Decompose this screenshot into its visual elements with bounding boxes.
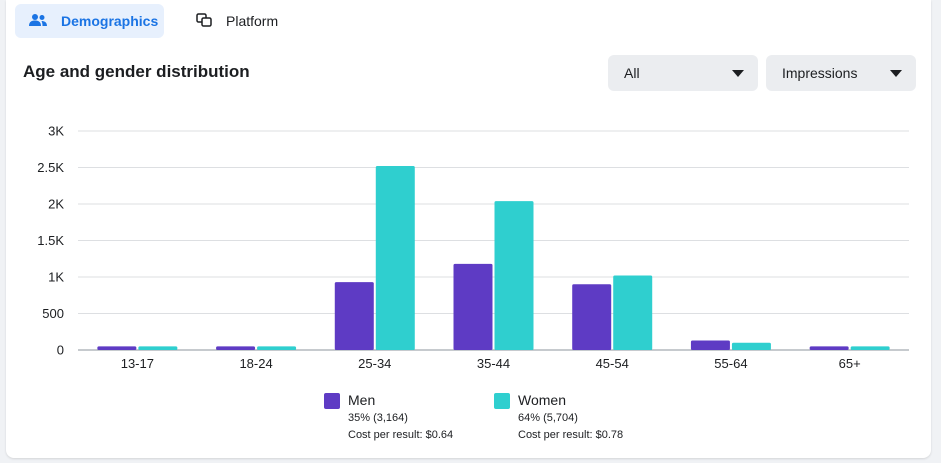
bar-women-45-54 — [613, 275, 653, 350]
tab-demographics-label: Demographics — [61, 13, 159, 29]
metric-dropdown-value: Impressions — [782, 65, 858, 81]
x-tick-label: 35-44 — [477, 356, 510, 371]
bar-men-13-17 — [97, 346, 137, 350]
legend-name-men: Men — [348, 392, 376, 408]
bar-women-13-17 — [138, 346, 178, 350]
x-tick-label: 65+ — [839, 356, 861, 371]
bar-men-65+ — [809, 346, 849, 350]
legend-cost-men: Cost per result: $0.64 — [348, 429, 454, 441]
bar-men-25-34 — [334, 282, 374, 350]
platform-icon — [182, 12, 226, 31]
y-tick-label: 2.5K — [37, 160, 64, 175]
y-tick-label: 500 — [42, 306, 64, 321]
y-tick-label: 1K — [48, 270, 64, 285]
legend-stat-men: 35% (3,164) — [348, 412, 408, 424]
caret-down-icon — [890, 69, 902, 77]
legend-cost-women: Cost per result: $0.78 — [518, 429, 624, 441]
bar-men-18-24 — [216, 346, 256, 350]
audience-dropdown-value: All — [624, 65, 640, 81]
age-gender-bar-chart: 0 500 1K 1.5K 2K 2.5K 3K 13-17 18-24 25-34 35-44 45… — [37, 124, 909, 371]
x-tick-label: 25-34 — [358, 356, 391, 371]
y-tick-label: 3K — [48, 124, 64, 139]
chart-title: Age and gender distribution — [23, 62, 250, 81]
legend-stat-women: 64% (5,704) — [518, 412, 578, 424]
y-tick-label: 2K — [48, 197, 64, 212]
tab-platform[interactable]: Platform — [182, 4, 292, 38]
tab-demographics[interactable]: Demographics — [15, 4, 164, 38]
legend-name-women: Women — [518, 392, 566, 408]
x-tick-label: 55-64 — [714, 356, 747, 371]
bar-men-55-64 — [690, 340, 730, 350]
x-tick-label: 18-24 — [239, 356, 272, 371]
bar-women-35-44 — [494, 201, 534, 350]
x-tick-label: 45-54 — [596, 356, 629, 371]
bar-men-45-54 — [572, 284, 612, 350]
demographics-card: Demographics Platform Age and gender dis… — [6, 0, 931, 458]
caret-down-icon — [732, 69, 744, 77]
audience-dropdown[interactable]: All — [608, 55, 758, 91]
people-icon — [15, 13, 61, 30]
bar-men-35-44 — [453, 263, 493, 350]
metric-dropdown[interactable]: Impressions — [766, 55, 916, 91]
tab-platform-label: Platform — [226, 13, 279, 29]
bar-women-25-34 — [375, 166, 415, 350]
bar-women-55-64 — [731, 342, 771, 350]
legend-swatch-men — [324, 393, 340, 409]
y-tick-label: 0 — [57, 343, 64, 358]
bar-women-18-24 — [257, 346, 297, 350]
x-tick-label: 13-17 — [121, 356, 154, 371]
y-tick-label: 1.5K — [37, 233, 64, 248]
legend-swatch-women — [494, 393, 510, 409]
bar-women-65+ — [850, 346, 890, 350]
